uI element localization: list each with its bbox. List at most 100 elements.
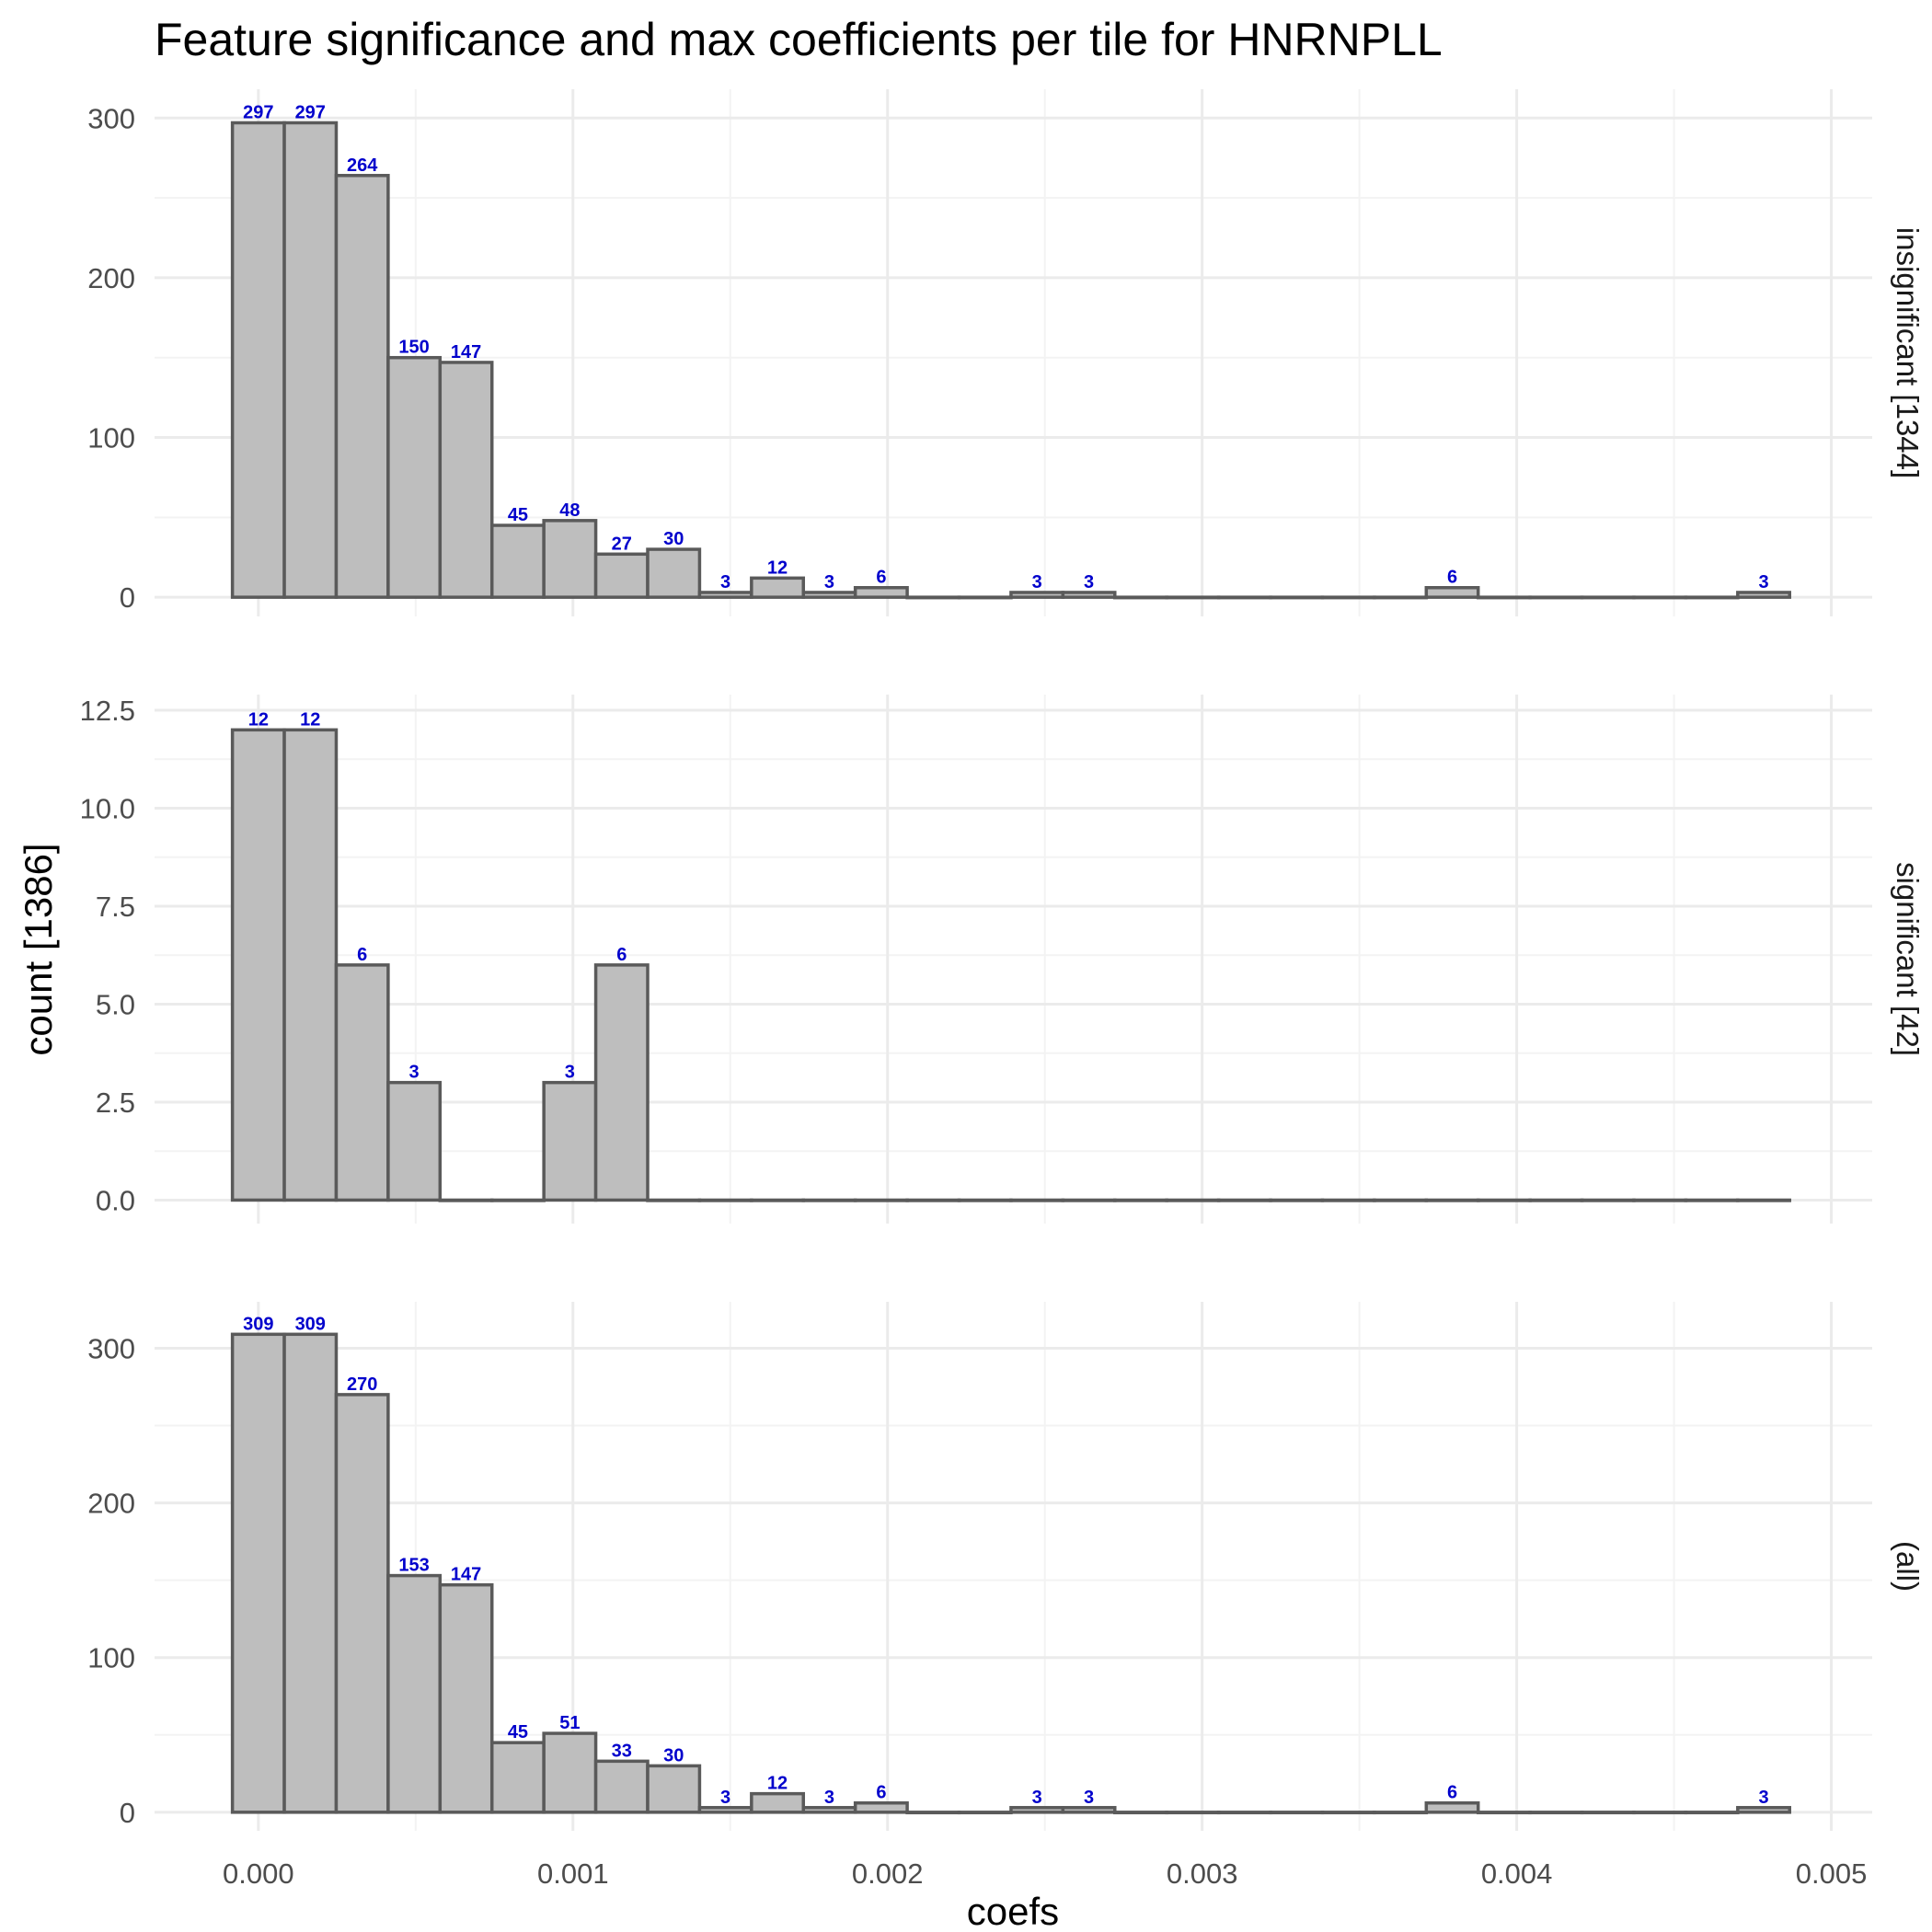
- x-axis-title: coefs: [967, 1890, 1059, 1932]
- histogram-bar: [1269, 1811, 1325, 1815]
- histogram-bar: [957, 1811, 1013, 1815]
- histogram-bar: [1061, 1198, 1117, 1202]
- histogram-bar: [957, 1198, 1013, 1202]
- histogram-bar: [593, 963, 650, 1202]
- histogram-bar: [1632, 1198, 1688, 1202]
- bar-count-label: 297: [295, 102, 326, 122]
- bar-count-label: 3: [1758, 572, 1768, 592]
- y-tick-label: 300: [87, 1332, 135, 1364]
- histogram-bar: [905, 595, 961, 600]
- bar-count-label: 6: [876, 1783, 886, 1803]
- histogram-bar: [1684, 1198, 1740, 1202]
- x-tick-label: 0.004: [1481, 1857, 1553, 1890]
- bar-count-label: 147: [451, 342, 481, 362]
- histogram-bar: [1476, 1811, 1532, 1815]
- histogram-bar: [1424, 585, 1480, 599]
- histogram-bar: [801, 1198, 857, 1202]
- histogram-bar: [1373, 595, 1429, 600]
- bar-count-label: 270: [347, 1374, 377, 1395]
- y-tick-label: 5.0: [96, 988, 135, 1020]
- histogram-bar: [1009, 591, 1065, 599]
- histogram-bar: [1113, 595, 1168, 600]
- histogram-bar: [230, 728, 286, 1202]
- histogram-bar: [1684, 1811, 1740, 1815]
- histogram-bar: [905, 1198, 961, 1202]
- histogram-bar: [853, 585, 909, 599]
- histogram-bar: [1736, 1198, 1791, 1202]
- histogram-bar: [1113, 1198, 1168, 1202]
- histogram-bar: [697, 1806, 753, 1814]
- bar-count-label: 6: [1447, 568, 1457, 588]
- y-tick-label: 100: [87, 1642, 135, 1674]
- bar-count-label: 6: [357, 945, 367, 965]
- histogram-bar: [334, 963, 390, 1202]
- histogram-bar: [646, 1198, 702, 1202]
- histogram-bar: [1580, 1198, 1636, 1202]
- bar-count-label: 3: [824, 1788, 834, 1808]
- histogram-bar: [282, 121, 339, 599]
- histogram-bar: [1269, 1198, 1325, 1202]
- histogram-bar: [750, 576, 806, 599]
- bar-count-label: 297: [243, 102, 273, 122]
- histogram-bar: [1320, 1198, 1376, 1202]
- bar-count-label: 51: [559, 1713, 580, 1733]
- bar-count-label: 3: [720, 1788, 730, 1808]
- histogram-bar: [334, 1393, 390, 1814]
- histogram-bar: [1476, 595, 1532, 600]
- histogram-bar: [1736, 1806, 1791, 1814]
- histogram-bar: [386, 1080, 443, 1202]
- histogram-bar: [1528, 1198, 1584, 1202]
- y-tick-label: 0.0: [96, 1184, 135, 1216]
- y-tick-label: 300: [87, 102, 135, 134]
- bar-count-label: 3: [720, 572, 730, 592]
- histogram-bar: [905, 1811, 961, 1815]
- histogram-bar: [438, 361, 494, 599]
- histogram-bar: [957, 595, 1013, 600]
- histogram-bar: [489, 1741, 546, 1814]
- histogram-bar: [1216, 1198, 1272, 1202]
- bar-count-label: 45: [508, 1722, 528, 1742]
- bar-count-label: 12: [300, 709, 320, 730]
- y-tick-label: 7.5: [96, 891, 135, 923]
- bar-count-label: 30: [663, 529, 684, 549]
- histogram-bar: [1165, 1811, 1221, 1815]
- histogram-bar: [801, 1806, 857, 1814]
- histogram-bar: [489, 1198, 546, 1202]
- histogram-bar: [1009, 1806, 1065, 1814]
- histogram-bar: [1320, 1811, 1376, 1815]
- panel-1: 0 100 200 300 297 297 264 150 147 45 48 27 30 3 12 3 6 3 3…: [87, 89, 1925, 616]
- histogram-bar: [1269, 595, 1325, 600]
- y-tick-label: 12.5: [80, 695, 135, 727]
- histogram-bar: [386, 355, 443, 599]
- x-tick-label: 0.000: [223, 1857, 294, 1890]
- histogram-bar: [1216, 1811, 1272, 1815]
- histogram-bar: [282, 1332, 339, 1814]
- facet-strip-label: significant [42]: [1891, 862, 1925, 1056]
- bar-count-label: 150: [398, 338, 429, 358]
- histogram-bar: [1580, 1811, 1636, 1815]
- histogram-bar: [593, 552, 650, 599]
- histogram-bar: [697, 591, 753, 599]
- histogram-bar: [1424, 1800, 1480, 1814]
- y-tick-label: 0: [120, 1797, 135, 1829]
- histogram-bar: [1165, 1198, 1221, 1202]
- histogram-bar: [801, 591, 857, 599]
- histogram-bar: [230, 1332, 286, 1814]
- histogram-bar: [1632, 1811, 1688, 1815]
- histogram-bar: [853, 1198, 909, 1202]
- bar-count-label: 153: [398, 1556, 429, 1576]
- y-tick-label: 100: [87, 422, 135, 454]
- histogram-bar: [1009, 1198, 1065, 1202]
- bar-count-label: 6: [876, 568, 886, 588]
- histogram-bar: [542, 1080, 598, 1202]
- bar-count-label: 3: [1032, 572, 1042, 592]
- histogram-bar: [697, 1198, 753, 1202]
- x-tick-label: 0.003: [1167, 1857, 1238, 1890]
- bar-count-label: 147: [451, 1565, 481, 1585]
- histogram-bar: [1373, 1198, 1429, 1202]
- bar-count-label: 12: [767, 1774, 788, 1794]
- histogram-bar: [1216, 595, 1272, 600]
